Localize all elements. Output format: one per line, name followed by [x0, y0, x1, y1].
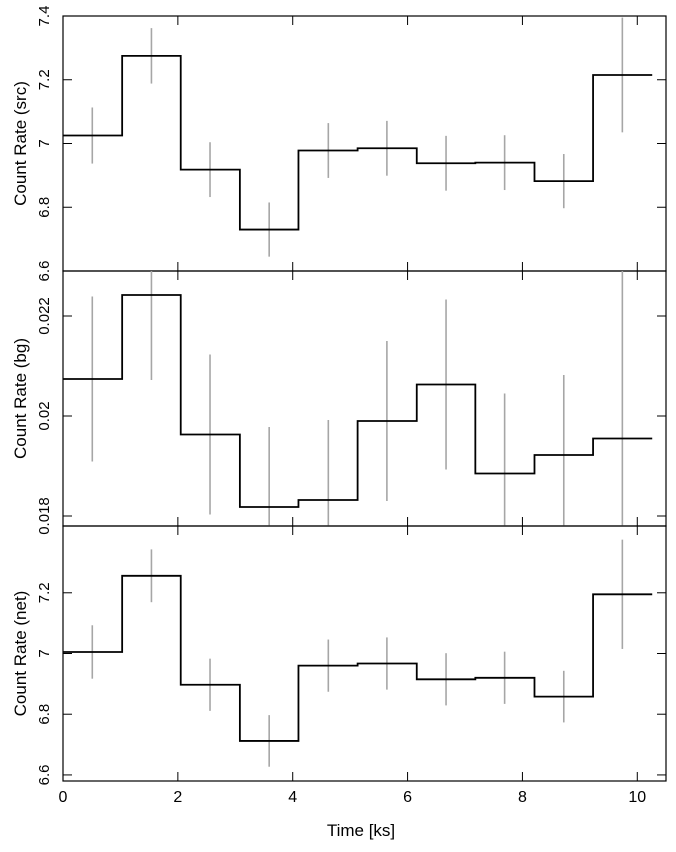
y-tick-label: 6.8	[36, 704, 53, 725]
panel-2-frame	[62, 270, 667, 527]
panel-2-y-axis-title: Count Rate (bg)	[11, 338, 30, 459]
y-tick-label: 6.6	[36, 261, 53, 282]
x-tick-label: 8	[518, 789, 527, 806]
x-axis-label: Time [ks]	[327, 821, 395, 840]
y-tick-label: 7	[36, 139, 53, 147]
panel-1-step-series	[63, 54, 653, 231]
y-tick-label: 7.4	[36, 6, 53, 27]
x-tick-label: 6	[403, 789, 412, 806]
panel-3-step-series	[63, 574, 653, 742]
panel-2-step-series	[63, 294, 653, 508]
y-tick-label: 0.02	[36, 401, 53, 430]
panel-1-frame	[62, 15, 667, 272]
y-tick-label: 7.2	[36, 69, 53, 90]
x-tick-label: 2	[173, 789, 182, 806]
x-tick-label: 0	[59, 789, 68, 806]
y-tick-label: 7	[36, 649, 53, 657]
panel-1-y-axis-title: Count Rate (src)	[11, 81, 30, 206]
y-tick-label: 6.8	[36, 197, 53, 218]
y-tick-label: 0.018	[36, 497, 53, 535]
panel-3-y-axis-title: Count Rate (net)	[11, 591, 30, 717]
y-tick-label: 0.022	[36, 297, 53, 335]
y-tick-label: 6.6	[36, 764, 53, 785]
x-tick-label: 10	[628, 789, 646, 806]
x-tick-label: 4	[288, 789, 297, 806]
y-tick-label: 7.2	[36, 582, 53, 603]
panel-3-frame	[62, 525, 667, 782]
